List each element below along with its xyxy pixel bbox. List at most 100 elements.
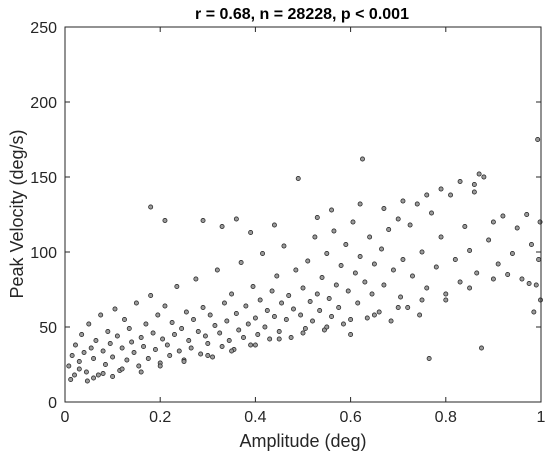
scatter-point <box>179 326 185 331</box>
y-tick-label: 100 <box>30 245 57 262</box>
plot-area <box>65 27 541 402</box>
scatter-point <box>160 336 166 342</box>
scatter-point <box>419 249 425 255</box>
scatter-point <box>269 288 275 294</box>
scatter-point <box>191 317 196 322</box>
scatter-point <box>333 282 339 288</box>
scatter-point <box>217 330 223 336</box>
scatter-point <box>364 315 370 321</box>
y-axis-label: Peak Velocity (deg/s) <box>7 129 27 298</box>
scatter-point <box>379 246 384 252</box>
scatter-point <box>307 299 313 304</box>
scatter-point <box>241 335 246 340</box>
scatter-point <box>298 312 304 318</box>
scatter-point <box>198 351 204 357</box>
scatter-point <box>202 333 208 339</box>
scatter-point <box>176 348 182 354</box>
scatter-point <box>186 338 192 343</box>
scatter-point <box>271 222 277 228</box>
scatter-point <box>110 354 116 360</box>
scatter-point <box>248 342 254 348</box>
scatter-point <box>300 330 306 336</box>
scatter-point <box>91 375 97 381</box>
scatter-point <box>407 222 413 228</box>
scatter-point <box>286 293 292 298</box>
scatter-point <box>262 324 268 330</box>
scatter-point <box>433 264 439 270</box>
scatter-point <box>490 276 496 282</box>
scatter-point <box>226 338 232 343</box>
scatter-point <box>398 294 404 300</box>
scatter-point <box>122 317 127 322</box>
scatter-point <box>252 315 258 321</box>
scatter-point <box>424 192 430 198</box>
scatter-point <box>274 273 280 279</box>
x-tick-label: 1 <box>537 409 546 426</box>
scatter-point <box>155 312 161 318</box>
scatter-point <box>183 309 189 315</box>
scatter-point <box>81 350 87 355</box>
scatter-point <box>319 275 325 280</box>
scatter-point <box>509 251 515 256</box>
scatter-point <box>205 341 211 346</box>
scatter-point <box>219 344 225 349</box>
scatter-point <box>157 363 163 369</box>
scatter-point <box>310 318 315 324</box>
scatter-point <box>195 329 201 334</box>
y-tick-label: 250 <box>30 20 57 37</box>
x-tick-label: 0 <box>61 409 70 426</box>
scatter-point <box>536 257 542 262</box>
scatter-point <box>410 273 415 279</box>
scatter-point <box>229 291 235 297</box>
scatter-point <box>519 276 525 282</box>
scatter-point <box>255 332 261 337</box>
scatter-point <box>388 318 394 324</box>
scatter-point <box>490 219 496 225</box>
scatter-point <box>329 207 335 213</box>
y-tick-label: 200 <box>30 95 57 112</box>
scatter-point <box>271 314 277 319</box>
scatter-point <box>514 225 520 231</box>
scatter-point <box>143 321 149 327</box>
scatter-point <box>345 288 351 294</box>
scatter-point <box>293 267 299 273</box>
x-tick-label: 0.2 <box>149 409 171 426</box>
scatter-point <box>250 284 256 289</box>
scatter-point <box>312 234 318 240</box>
y-tick-label: 0 <box>48 395 57 412</box>
scatter-point <box>79 332 85 337</box>
scatter-point <box>69 353 75 358</box>
scatter-point <box>124 357 130 363</box>
scatter-point <box>417 312 423 318</box>
scatter-point <box>367 234 373 240</box>
scatter-point <box>302 326 308 331</box>
scatter-point <box>481 174 487 180</box>
chart-title: r = 0.68, n = 28228, p < 0.001 <box>195 6 409 23</box>
scatter-point <box>326 296 332 301</box>
scatter-point <box>438 234 444 240</box>
scatter-point <box>68 377 74 382</box>
scatter-point <box>100 348 106 354</box>
scatter-point <box>95 372 101 378</box>
scatter-point <box>84 378 90 384</box>
scatter-point <box>381 206 387 211</box>
scatter-point <box>174 284 180 289</box>
scatter-point <box>91 356 97 361</box>
scatter-point <box>214 267 220 273</box>
scatter-point <box>138 369 144 375</box>
scatter-point <box>350 219 356 225</box>
scatter-point <box>236 327 242 333</box>
scatter-point <box>222 300 227 306</box>
scatter-point <box>526 281 532 286</box>
scatter-point <box>448 192 454 198</box>
scatter-point <box>400 198 406 204</box>
axes-box <box>64 26 542 403</box>
scatter-point <box>86 321 92 327</box>
scatter-point <box>314 291 320 297</box>
scatter-point <box>352 270 358 276</box>
scatter-point <box>467 285 473 291</box>
scatter-point <box>260 251 265 256</box>
scatter-point <box>224 318 230 324</box>
scatter-point <box>329 314 335 319</box>
